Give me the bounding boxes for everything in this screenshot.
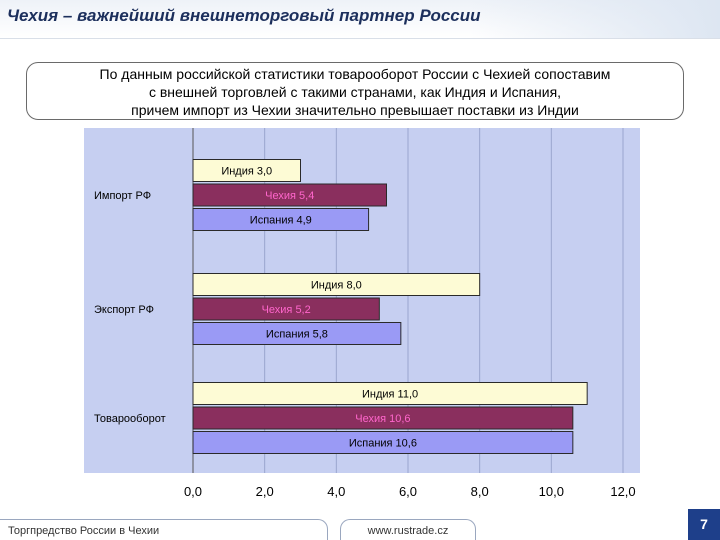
callout-line: По данным российской статистики товарооб… [99, 66, 611, 82]
bar-Индия [192, 382, 588, 405]
bar-Индия [192, 273, 481, 296]
chart-area: 0,0 2,0 4,0 6,0 8,0 10,0 12,0 Импорт РФ Индия 3,… [84, 128, 640, 516]
title-bar: Чехия – важнейший внешнеторговый партнер… [0, 0, 720, 39]
data-label: Чехия 10,6 [355, 413, 410, 425]
title-bar-accent [470, 0, 720, 38]
callout-line: причем импорт из Чехии значительно превы… [131, 102, 579, 118]
x-tick-label: 2,0 [256, 484, 274, 499]
data-label: Индия 8,0 [311, 280, 362, 292]
bar-chart: 0,0 2,0 4,0 6,0 8,0 10,0 12,0 Импорт РФ Индия 3,… [84, 128, 640, 499]
bar-Индия [192, 159, 301, 182]
summary-callout: По данным российской статистики товарооб… [26, 62, 684, 120]
bar-Чехия [192, 183, 387, 207]
data-label: Индия 3,0 [221, 166, 272, 178]
data-label: Испания 4,9 [250, 215, 312, 227]
x-tick-label: 10,0 [539, 484, 564, 499]
x-tick-label: 8,0 [471, 484, 489, 499]
bar-Чехия [192, 297, 380, 321]
page-title: Чехия – важнейший внешнеторговый партнер… [7, 6, 481, 25]
x-tick-label: 4,0 [327, 484, 345, 499]
data-label: Индия 11,0 [362, 389, 418, 401]
bar-Испания [192, 322, 402, 345]
category-label: Экспорт РФ [94, 304, 154, 316]
page-number: 7 [688, 509, 720, 540]
callout-line: с внешней торговлей с такими странами, к… [148, 84, 562, 100]
data-label: Чехия 5,4 [265, 190, 314, 202]
data-label: Испания 5,8 [266, 329, 328, 341]
bar-Чехия [192, 406, 574, 430]
data-label: Испания 10,6 [349, 438, 417, 450]
footer: Торгпредство России в Чехии www.rustrade… [0, 519, 720, 540]
x-tick-label: 0,0 [184, 484, 202, 499]
footer-org: Торгпредство России в Чехии [0, 519, 328, 540]
bar-Испания [192, 208, 370, 231]
x-tick-label: 6,0 [399, 484, 417, 499]
footer-website-link[interactable]: www.rustrade.cz [340, 519, 476, 540]
data-label: Чехия 5,2 [262, 304, 311, 316]
category-label: Товарооборот [94, 413, 166, 425]
bar-Испания [192, 431, 574, 454]
category-label: Импорт РФ [94, 190, 151, 202]
x-tick-label: 12,0 [610, 484, 635, 499]
